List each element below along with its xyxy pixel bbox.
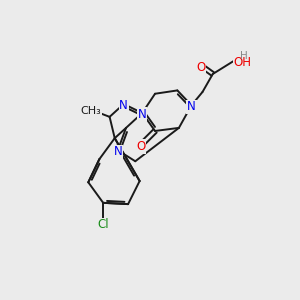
Text: N: N [138, 108, 147, 121]
Text: N: N [119, 99, 128, 112]
Text: OH: OH [234, 56, 252, 69]
Text: O: O [136, 140, 146, 153]
Text: Cl: Cl [98, 218, 109, 231]
Text: O: O [196, 61, 206, 74]
Text: H: H [240, 51, 248, 61]
Text: N: N [113, 145, 122, 158]
Text: N: N [187, 100, 196, 113]
Text: CH₃: CH₃ [80, 106, 101, 116]
